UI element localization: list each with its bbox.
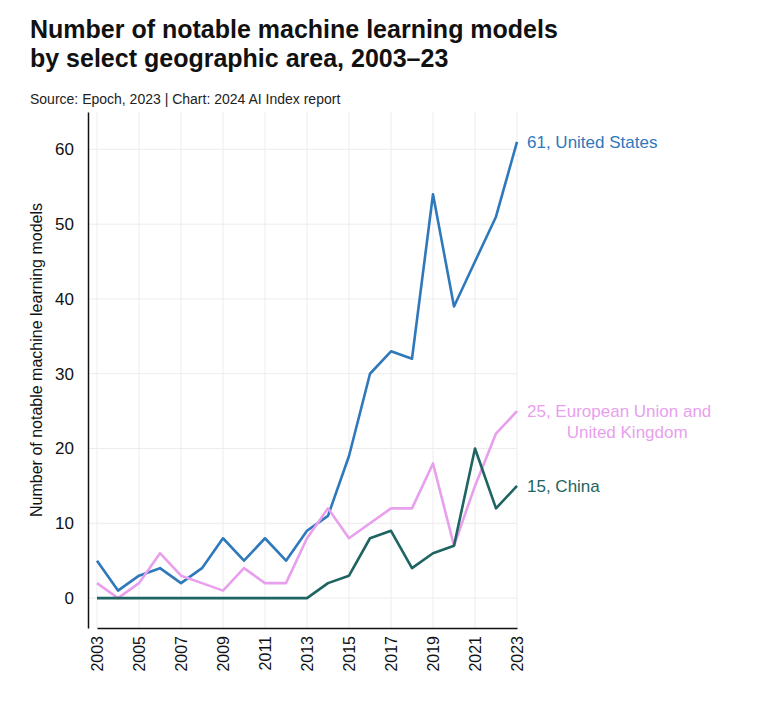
grid-line-y xyxy=(88,149,517,150)
y-tick: 60 xyxy=(55,140,88,159)
grid-line-x xyxy=(97,112,98,628)
y-tick: 30 xyxy=(55,365,88,384)
y-tick-label: 10 xyxy=(55,514,74,533)
x-tick-label: 2021 xyxy=(467,636,484,672)
x-tick-label: 2013 xyxy=(299,636,316,672)
grid-line-x xyxy=(139,112,140,628)
x-tick-label: 2003 xyxy=(89,636,106,672)
title-line: Number of notable machine learning model… xyxy=(30,15,558,43)
end-label-line: 15, China xyxy=(527,477,600,496)
y-tick-label: 50 xyxy=(55,215,74,234)
y-tick-label: 60 xyxy=(55,140,74,159)
x-tick: 2019 xyxy=(425,628,442,672)
x-tick-label: 2007 xyxy=(173,636,190,672)
title: Number of notable machine learning model… xyxy=(30,15,558,72)
end-label: 15, China xyxy=(527,477,600,496)
y-tick-label: 0 xyxy=(65,589,74,608)
x-tick-label: 2017 xyxy=(383,636,400,672)
title-line: by select geographic area, 2003–23 xyxy=(30,44,448,72)
end-label: 61, United States xyxy=(527,133,657,152)
x-tick-label: 2009 xyxy=(215,636,232,672)
x-tick-label: 2023 xyxy=(509,636,526,672)
x-tick: 2015 xyxy=(341,628,358,672)
grid-line-x xyxy=(517,112,518,628)
y-tick: 50 xyxy=(55,215,88,234)
x-tick-label: 2015 xyxy=(341,636,358,672)
end-label-line: 61, United States xyxy=(527,133,657,152)
x-tick-label: 2019 xyxy=(425,636,442,672)
grid-line-x xyxy=(475,112,476,628)
chart: Number of notable machine learning model… xyxy=(0,0,779,720)
end-label-line: 25, European Union and xyxy=(527,402,711,421)
x-tick-label: 2005 xyxy=(131,636,148,672)
grid-line-y xyxy=(88,523,517,524)
x-tick: 2011 xyxy=(257,628,274,670)
x-axis-line xyxy=(98,628,518,630)
series-line xyxy=(97,411,517,598)
end-label: 25, European Union and United Kingdom xyxy=(527,402,711,442)
x-tick: 2023 xyxy=(509,628,526,672)
grid-line-x xyxy=(265,112,266,628)
x-tick: 2013 xyxy=(299,628,316,672)
y-tick-label: 20 xyxy=(55,439,74,458)
grid-line-x xyxy=(181,112,182,628)
y-tick-label: 40 xyxy=(55,290,74,309)
plot-area xyxy=(97,142,517,598)
grid-line-y xyxy=(88,448,517,449)
grid-line-x xyxy=(349,112,350,628)
grid-line-y xyxy=(88,224,517,225)
x-axis: 2003 2005 2007 2009 2011 2013 2015 2017 2019 2021… xyxy=(89,628,526,672)
x-tick: 2003 xyxy=(89,628,106,672)
grid xyxy=(88,112,517,628)
grid-line-x xyxy=(223,112,224,628)
y-tick: 40 xyxy=(55,290,88,309)
grid-line-x xyxy=(433,112,434,628)
y-tick: 0 xyxy=(65,589,88,608)
x-tick: 2017 xyxy=(383,628,400,672)
y-tick: 10 xyxy=(55,514,88,533)
grid-line-x xyxy=(391,112,392,628)
x-tick-label: 2011 xyxy=(257,636,274,671)
y-tick-label: 30 xyxy=(55,365,74,384)
x-tick: 2021 xyxy=(467,628,484,672)
y-axis-line xyxy=(88,113,90,629)
y-tick: 20 xyxy=(55,439,88,458)
grid-line-x xyxy=(307,112,308,628)
subtitle: Source: Epoch, 2023 | Chart: 2024 AI Ind… xyxy=(30,91,340,107)
series-line xyxy=(97,449,517,599)
x-tick: 2009 xyxy=(215,628,232,672)
x-tick: 2005 xyxy=(131,628,148,672)
x-tick: 2007 xyxy=(173,628,190,672)
end-label-line: United Kingdom xyxy=(567,423,688,442)
series-line xyxy=(97,142,517,591)
grid-line-y xyxy=(88,373,517,374)
y-axis: 0 10 20 30 40 50 60 xyxy=(55,113,88,629)
y-axis-title: Number of notable machine learning model… xyxy=(28,203,45,517)
